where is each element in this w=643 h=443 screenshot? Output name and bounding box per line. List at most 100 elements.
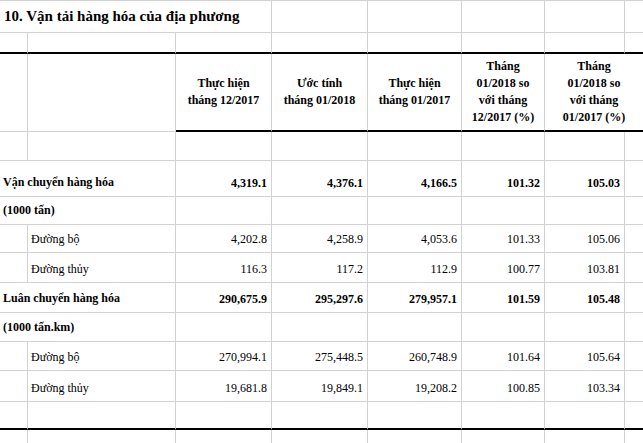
data-cell: 4,166.5	[368, 161, 462, 197]
empty-cell	[0, 132, 28, 161]
data-cell: 4,202.8	[176, 225, 272, 253]
empty-cell	[545, 197, 625, 225]
empty-cell	[368, 430, 462, 443]
empty-cell	[462, 33, 545, 54]
empty-cell	[272, 430, 368, 443]
row-label-van-chuyen-hang-hoa: Vận chuyển hàng hóa	[0, 161, 176, 197]
row-label-duong-bo: Đường bộ	[28, 225, 176, 253]
data-cell: 100.85	[462, 371, 545, 402]
data-cell: 105.48	[545, 283, 625, 313]
data-cell: 116.3	[176, 253, 272, 283]
empty-cell	[0, 225, 28, 253]
empty-cell	[368, 33, 462, 54]
empty-cell	[28, 402, 176, 430]
empty-cell	[272, 313, 368, 342]
empty-cell	[545, 132, 625, 161]
empty-cell	[625, 33, 643, 54]
data-cell: 105.64	[545, 342, 625, 371]
empty-cell	[0, 430, 28, 443]
empty-cell	[272, 1, 368, 33]
empty-cell	[176, 197, 272, 225]
column-header-so-voi-01-2017: Tháng 01/2018 so với tháng 01/2017 (%)	[545, 54, 643, 132]
data-cell: 290,675.9	[176, 283, 272, 313]
freight-table-sheet: 10. Vận tải hàng hóa của địa phương Thực…	[0, 0, 643, 443]
data-cell: 19,208.2	[368, 371, 462, 402]
data-cell: 101.32	[462, 161, 545, 197]
data-cell: 279,957.1	[368, 283, 462, 313]
empty-cell	[545, 313, 625, 342]
empty-cell	[176, 132, 272, 161]
column-header-thuc-hien-01-2017: Thực hiện tháng 01/2017	[368, 54, 462, 132]
row-label-duong-bo: Đường bộ	[28, 342, 176, 371]
empty-cell	[625, 430, 643, 443]
empty-cell	[545, 1, 625, 33]
empty-cell	[625, 283, 643, 313]
data-cell: 270,994.1	[176, 342, 272, 371]
data-cell: 101.59	[462, 283, 545, 313]
empty-cell	[368, 197, 462, 225]
empty-cell	[625, 253, 643, 283]
data-cell: 19,849.1	[272, 371, 368, 402]
data-cell: 4,376.1	[272, 161, 368, 197]
empty-cell	[462, 402, 545, 430]
empty-cell	[272, 33, 368, 54]
empty-cell	[0, 33, 28, 54]
empty-cell	[625, 132, 643, 161]
empty-cell	[545, 33, 625, 54]
data-cell: 105.06	[545, 225, 625, 253]
data-cell: 295,297.6	[272, 283, 368, 313]
data-cell: 275,448.5	[272, 342, 368, 371]
empty-cell	[176, 402, 272, 430]
data-cell: 100.77	[462, 253, 545, 283]
row-label-duong-thuy: Đường thủy	[28, 371, 176, 402]
empty-cell	[0, 253, 28, 283]
page-title: 10. Vận tải hàng hóa của địa phương	[0, 1, 272, 33]
data-cell: 19,681.8	[176, 371, 272, 402]
row-label-1000-tan: (1000 tấn)	[0, 197, 176, 225]
row-label-1000-tan-km: (1000 tấn.km)	[0, 313, 176, 342]
empty-cell	[625, 161, 643, 197]
data-cell: 103.81	[545, 253, 625, 283]
empty-cell	[176, 33, 272, 54]
empty-cell	[368, 132, 462, 161]
empty-cell	[272, 402, 368, 430]
column-header-uoc-tinh-01-2018: Ước tính tháng 01/2018	[272, 54, 368, 132]
empty-cell	[368, 313, 462, 342]
data-cell: 260,748.9	[368, 342, 462, 371]
data-cell: 4,053.6	[368, 225, 462, 253]
data-cell: 117.2	[272, 253, 368, 283]
empty-cell	[28, 33, 176, 54]
empty-cell	[176, 313, 272, 342]
column-header-so-voi-12-2017: Tháng 01/2018 so với tháng 12/2017 (%)	[462, 54, 545, 132]
empty-cell	[462, 1, 545, 33]
empty-cell	[28, 430, 176, 443]
empty-cell	[625, 313, 643, 342]
empty-cell	[462, 313, 545, 342]
empty-cell	[272, 132, 368, 161]
empty-cell	[625, 342, 643, 371]
empty-cell	[368, 402, 462, 430]
data-cell: 101.33	[462, 225, 545, 253]
empty-cell	[625, 225, 643, 253]
data-cell: 112.9	[368, 253, 462, 283]
data-cell: 101.64	[462, 342, 545, 371]
data-cell: 4,258.9	[272, 225, 368, 253]
row-label-duong-thuy: Đường thủy	[28, 253, 176, 283]
empty-cell	[0, 402, 28, 430]
row-label-luan-chuyen-hang-hoa: Luân chuyển hàng hóa	[0, 283, 176, 313]
empty-cell	[272, 197, 368, 225]
empty-cell	[545, 430, 625, 443]
freight-table: 10. Vận tải hàng hóa của địa phương Thực…	[0, 1, 643, 443]
empty-cell	[462, 132, 545, 161]
empty-cell	[625, 197, 643, 225]
data-cell: 105.03	[545, 161, 625, 197]
empty-cell	[0, 371, 28, 402]
empty-cell	[0, 342, 28, 371]
data-cell: 4,319.1	[176, 161, 272, 197]
empty-cell	[625, 1, 643, 33]
empty-cell	[462, 197, 545, 225]
empty-cell	[28, 132, 176, 161]
empty-cell	[28, 54, 176, 132]
empty-cell	[462, 430, 545, 443]
data-cell: 103.34	[545, 371, 625, 402]
